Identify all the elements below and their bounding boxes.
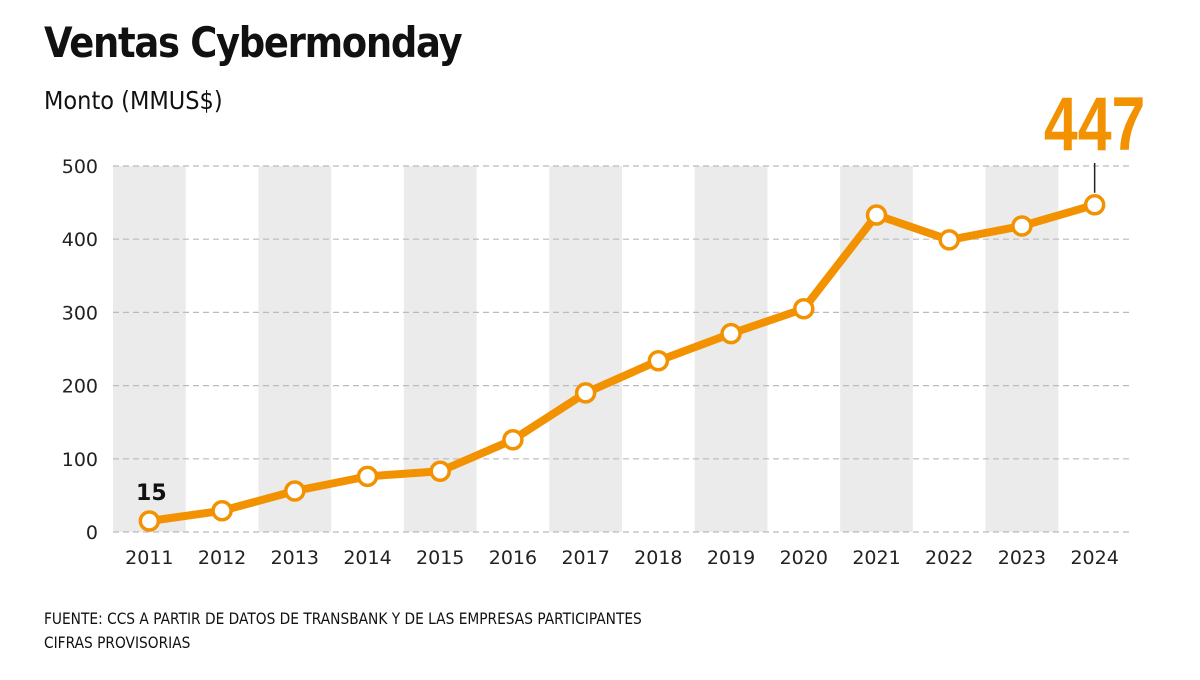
data-point-2013: [284, 480, 306, 502]
y-tick-label: 500: [62, 156, 98, 178]
band-2019: [694, 166, 768, 532]
x-tick-label: 2013: [271, 547, 319, 569]
y-tick-label: 100: [62, 449, 98, 471]
data-point-2016: [502, 429, 524, 451]
data-point-2017: [574, 382, 597, 404]
x-tick-label: 2022: [925, 547, 973, 569]
y-tick-label: 200: [62, 376, 98, 398]
chart-title: Ventas Cybermonday: [44, 18, 463, 67]
x-axis-tick-labels: 2011 2012 2013 2014 2015 2016 2017 2018 2019 2020…: [125, 547, 1119, 569]
x-tick-label: 2018: [634, 547, 682, 569]
data-point-2020: [793, 297, 815, 320]
source-text: FUENTE: CCS A PARTIR DE DATOS DE TRANSBA…: [44, 609, 642, 628]
x-tick-label: 2014: [343, 547, 391, 569]
background-bands: [113, 166, 1059, 532]
data-point-2024: [1083, 194, 1106, 216]
series-line: [145, 200, 1099, 526]
first-value-label: 15: [136, 481, 167, 506]
data-point-2018: [647, 349, 670, 372]
data-point-2021: [865, 204, 888, 226]
data-point-2011: [138, 510, 161, 532]
band-2013: [258, 166, 332, 532]
data-point-2022: [938, 229, 960, 251]
chart-subtitle: Monto (MMUS$): [44, 86, 223, 115]
data-point-2015: [429, 460, 451, 482]
data-point-2019: [720, 322, 742, 345]
y-tick-label: 300: [62, 302, 98, 324]
x-tick-label: 2023: [998, 547, 1046, 569]
x-tick-label: 2024: [1070, 547, 1118, 569]
x-tick-label: 2017: [561, 547, 609, 569]
y-tick-label: 0: [86, 522, 98, 544]
x-tick-label: 2019: [707, 547, 755, 569]
source-note: FUENTE: CCS A PARTIR DE DATOS DE TRANSBA…: [44, 607, 642, 655]
band-2011: [113, 166, 186, 532]
y-tick-label: 400: [62, 229, 98, 251]
x-tick-label: 2021: [852, 547, 900, 569]
data-point-2023: [1011, 215, 1033, 237]
provisional-note: CIFRAS PROVISORIAS: [44, 633, 191, 652]
annotations: 15 447: [136, 82, 1145, 506]
last-value-label: 447: [1044, 82, 1145, 167]
data-point-2014: [356, 465, 379, 488]
data-point-markers: [138, 194, 1106, 532]
x-tick-label: 2015: [416, 547, 464, 569]
band-2017: [549, 166, 622, 532]
x-tick-label: 2016: [489, 547, 537, 569]
series-line-group: [145, 200, 1099, 526]
x-tick-label: 2011: [125, 547, 173, 569]
x-tick-label: 2012: [198, 547, 246, 569]
x-tick-label: 2020: [780, 547, 828, 569]
y-axis-tick-labels: 0 100 200 300 400 500: [62, 156, 98, 544]
data-point-2012: [211, 500, 233, 522]
